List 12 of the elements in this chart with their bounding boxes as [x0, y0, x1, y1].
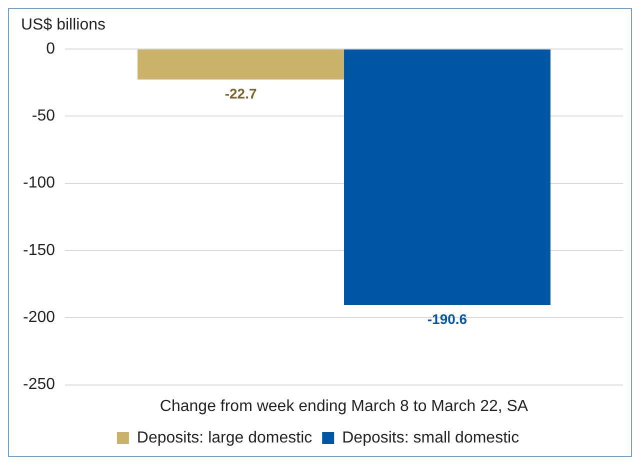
y-tick-label: -200 [22, 309, 56, 326]
y-axis-title: US$ billions [21, 16, 106, 34]
y-tick-label: -50 [32, 108, 56, 125]
y-tick-label: -150 [22, 242, 56, 259]
legend-label: Deposits: small domestic [342, 429, 520, 446]
legend-label: Deposits: large domestic [136, 429, 312, 446]
data-label: -22.7 [224, 85, 257, 102]
y-tick-label: 0 [46, 40, 56, 58]
y-tick-label: -250 [22, 376, 56, 394]
data-label: -190.6 [427, 310, 468, 327]
x-axis-title: Change from week ending March 8 to March 22, SA [160, 398, 528, 415]
y-tick-label: -100 [22, 174, 56, 192]
